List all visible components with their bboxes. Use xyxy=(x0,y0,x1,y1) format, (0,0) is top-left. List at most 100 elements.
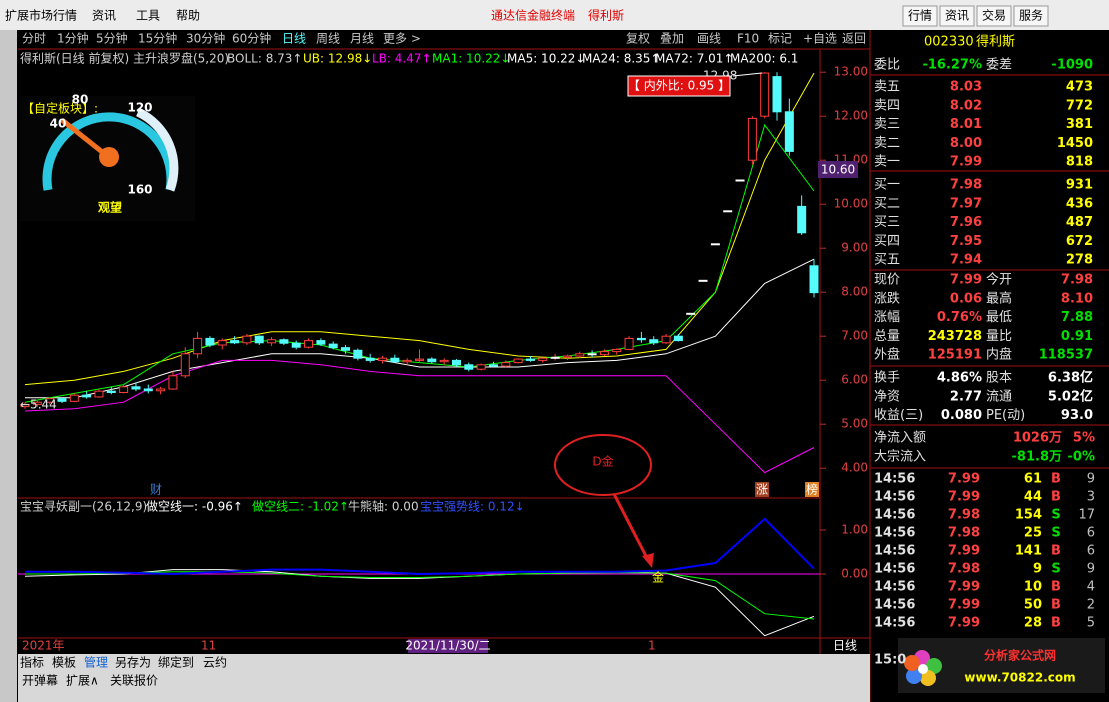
formula-tab[interactable]: 云约 xyxy=(203,655,227,670)
y-tick-label: 10.00 xyxy=(834,197,868,211)
menu-button-label[interactable]: 交易 xyxy=(982,8,1006,23)
tick-time: 14:56 xyxy=(874,508,915,523)
indicator-legend: LB: 4.47↑ xyxy=(372,52,432,66)
candle-body xyxy=(612,348,622,353)
tool-button[interactable]: 叠加 xyxy=(660,32,684,46)
sub-line xyxy=(24,569,815,637)
tick-count: 5 xyxy=(1087,616,1095,631)
candle-body xyxy=(513,358,523,364)
period-tab[interactable]: 日线 xyxy=(282,32,306,46)
quote-label: 收益(三) xyxy=(874,408,923,423)
period-tab[interactable]: 15分钟 xyxy=(138,31,177,46)
candle-body xyxy=(20,403,30,408)
gauge-tick: 80 xyxy=(72,93,89,107)
quote-value: 0.06 xyxy=(950,291,982,306)
sub-legend: 做空线一: -0.96↑ xyxy=(146,499,243,514)
period-tab[interactable]: 5分钟 xyxy=(96,31,128,46)
period-tab[interactable]: 周线 xyxy=(316,32,340,46)
flow-label: 大宗流入 xyxy=(874,449,926,465)
book-label: 卖一 xyxy=(874,155,900,170)
candle-body xyxy=(784,111,794,152)
candle-body xyxy=(772,76,782,113)
candle-body xyxy=(106,390,116,394)
bottom-button[interactable]: 扩展∧ xyxy=(66,674,99,688)
book-price: 8.00 xyxy=(950,136,982,151)
formula-tab[interactable]: 模板 xyxy=(52,656,76,670)
book-label: 卖二 xyxy=(874,136,900,151)
candle-body xyxy=(32,401,42,405)
y-tick-label: 1.00 xyxy=(841,522,868,536)
tool-button[interactable]: 画线 xyxy=(697,32,721,46)
candle-body xyxy=(636,337,646,341)
indicator-line xyxy=(24,359,815,474)
cursor-date: 2021/11/30/二 xyxy=(405,639,490,653)
quote-label: PE(动) xyxy=(986,408,1025,423)
tick-price: 7.99 xyxy=(948,472,980,487)
period-tab[interactable]: 分时 xyxy=(22,32,46,46)
menu-button-label[interactable]: 资讯 xyxy=(945,9,969,23)
candle-body xyxy=(217,340,227,346)
indicator-legend: MA200: 6.1 xyxy=(730,52,798,66)
candle-body xyxy=(525,358,535,361)
book-volume: 672 xyxy=(1066,234,1093,249)
period-tab[interactable]: 60分钟 xyxy=(232,31,271,46)
y-tick-label: 7.00 xyxy=(841,329,868,343)
tick-side: B xyxy=(1051,544,1061,559)
quote-value: 0.76% xyxy=(937,310,982,325)
tick-side: B xyxy=(1051,580,1061,595)
tool-button[interactable]: 标记 xyxy=(768,32,792,46)
formula-tab[interactable]: 管理 xyxy=(84,655,108,670)
period-tab[interactable]: 月线 xyxy=(350,32,374,46)
period-tab[interactable]: 1分钟 xyxy=(57,31,89,46)
tool-button[interactable]: 复权 xyxy=(626,32,650,46)
indicator-legend: MA72: 7.01↑ xyxy=(655,52,733,66)
book-label: 卖五 xyxy=(874,80,900,95)
formula-tab[interactable]: 绑定到 xyxy=(158,655,194,670)
indicator-legend: BOLL: 8.73↑ xyxy=(227,52,302,66)
tick-count: 3 xyxy=(1087,490,1095,505)
book-price: 7.97 xyxy=(950,196,982,211)
tick-price: 7.99 xyxy=(948,580,980,595)
tick-volume: 25 xyxy=(1024,526,1042,541)
tick-volume: 10 xyxy=(1024,580,1042,595)
quote-value: 118537 xyxy=(1039,348,1093,363)
formula-tab[interactable]: 另存为 xyxy=(115,656,151,670)
quote-value: 125191 xyxy=(928,348,982,363)
indicator-legend: MA1: 10.22↓ xyxy=(432,52,510,66)
tick-side: B xyxy=(1051,490,1061,505)
period-tab[interactable]: 30分钟 xyxy=(186,31,225,46)
tool-button[interactable]: +自选 xyxy=(803,32,837,46)
y-tick-label: 9.00 xyxy=(841,241,868,255)
tick-side: B xyxy=(1051,472,1061,487)
sub-legend: 宝宝强势线: 0.12↓ xyxy=(420,500,525,514)
tick-price: 7.99 xyxy=(948,544,980,559)
tool-button[interactable]: F10 xyxy=(737,32,759,46)
candle-body xyxy=(230,340,240,344)
book-price: 7.94 xyxy=(950,253,982,268)
candle-body xyxy=(341,347,351,351)
candle-body xyxy=(267,339,277,344)
quote-value: 243728 xyxy=(928,329,982,344)
period-tab[interactable]: 更多 > xyxy=(383,32,421,46)
tool-button[interactable]: 返回 xyxy=(842,32,866,46)
flow-pct: 5% xyxy=(1073,431,1095,446)
sub-legend: 牛熊轴: 0.00 xyxy=(348,499,419,514)
gauge xyxy=(20,96,195,221)
menu-button-label[interactable]: 行情 xyxy=(908,9,932,23)
bottom-button[interactable]: 关联报价 xyxy=(110,673,158,688)
indicator-legend: MA5: 10.22↓ xyxy=(507,52,585,66)
ratio-box xyxy=(627,75,731,97)
formula-tab[interactable]: 指标 xyxy=(20,655,44,670)
bottom-button[interactable]: 开弹幕 xyxy=(22,674,58,688)
y-tick-label: 5.00 xyxy=(841,417,868,431)
menu-button-label[interactable]: 服务 xyxy=(1019,8,1043,23)
candle-body xyxy=(809,265,819,294)
quote-label: 最低 xyxy=(986,310,1012,325)
quote-label: 流通 xyxy=(986,389,1012,404)
quote-value: -16.27% xyxy=(922,58,982,73)
y-tick-label: 8.00 xyxy=(841,285,868,299)
quote-label: 最高 xyxy=(986,290,1012,306)
quote-label: 量比 xyxy=(986,329,1012,344)
flow-value: 1026万 xyxy=(1013,431,1062,446)
